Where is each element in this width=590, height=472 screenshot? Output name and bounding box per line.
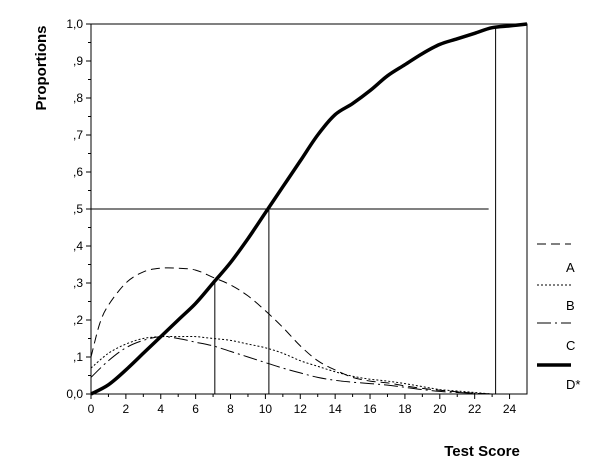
x-tick-label: 24 xyxy=(503,402,517,416)
y-tick-label: ,1 xyxy=(73,350,83,364)
x-tick-label: 12 xyxy=(294,402,308,416)
x-tick-label: 8 xyxy=(227,402,234,416)
y-tick-label: 1,0 xyxy=(66,17,83,31)
y-tick-label: ,2 xyxy=(73,313,83,327)
series-line-a xyxy=(90,267,493,395)
y-tick-label: ,8 xyxy=(73,91,83,105)
x-axis-title: Test Score xyxy=(444,443,520,460)
y-tick-label: ,7 xyxy=(73,128,83,142)
x-tick-label: 16 xyxy=(363,402,377,416)
x-tick-label: 0 xyxy=(88,402,95,416)
x-tick-label: 10 xyxy=(259,402,273,416)
y-tick-label: ,9 xyxy=(73,54,83,68)
y-tick-label: 0,0 xyxy=(66,387,83,401)
legend-label-b: B xyxy=(566,298,575,313)
y-axis-title: Proportions xyxy=(33,26,50,111)
x-tick-label: 4 xyxy=(157,402,164,416)
y-tick-label: ,5 xyxy=(73,202,83,216)
x-tick-label: 22 xyxy=(468,402,482,416)
x-tick-label: 14 xyxy=(328,402,342,416)
x-tick-label: 6 xyxy=(192,402,199,416)
plot-layer: 0,0,1,2,3,4,5,6,7,8,91,00 2 4 6 8 10 12 14 16 18 2… xyxy=(66,17,580,416)
x-tick-label: 2 xyxy=(123,402,130,416)
x-tick-label: 20 xyxy=(433,402,447,416)
legend-label-a: A xyxy=(566,260,575,275)
x-tick-label: 18 xyxy=(398,402,412,416)
legend-label-d: D* xyxy=(566,377,580,392)
series-line-d xyxy=(90,22,528,396)
y-tick-label: ,4 xyxy=(73,239,83,253)
y-tick-label: ,3 xyxy=(73,276,83,290)
y-tick-label: ,6 xyxy=(73,165,83,179)
legend-label-c: C xyxy=(566,338,575,353)
